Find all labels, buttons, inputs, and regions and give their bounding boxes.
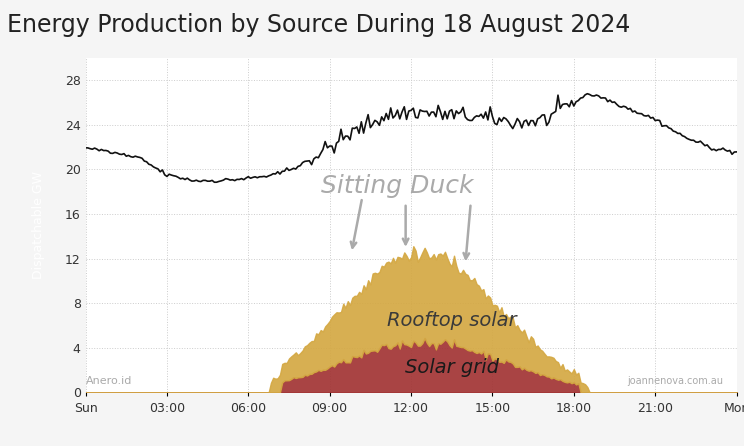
Text: Dispatchable GW: Dispatchable GW: [32, 171, 45, 279]
Text: Solar grid: Solar grid: [405, 359, 498, 377]
Text: Rooftop solar: Rooftop solar: [387, 310, 516, 330]
Text: Energy Production by Source During 18 August 2024: Energy Production by Source During 18 Au…: [7, 13, 631, 37]
Text: Anero.id: Anero.id: [86, 376, 132, 386]
Text: Sitting Duck: Sitting Duck: [321, 174, 474, 198]
Text: joannenova.com.au: joannenova.com.au: [627, 376, 723, 386]
